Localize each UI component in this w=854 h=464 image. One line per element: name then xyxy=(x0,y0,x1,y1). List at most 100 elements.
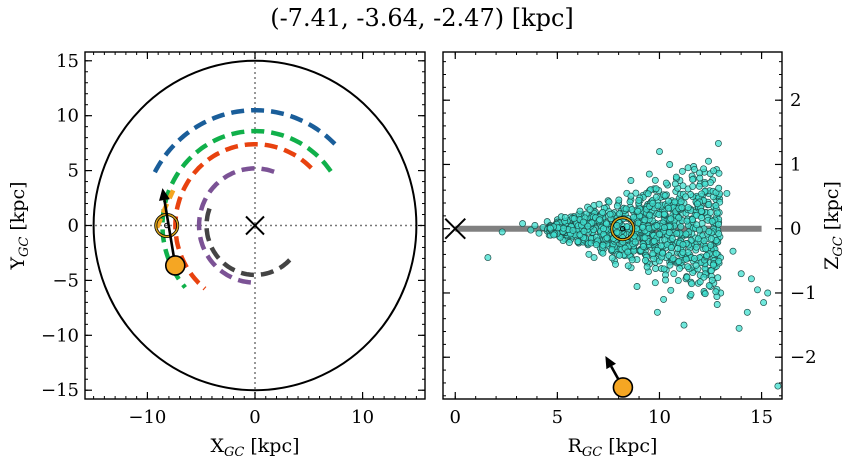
star-point xyxy=(531,222,539,229)
star-point xyxy=(682,193,690,201)
star-point xyxy=(599,241,607,249)
star-point xyxy=(670,270,678,278)
x-tick-label: 0 xyxy=(249,407,260,428)
star-point xyxy=(712,202,720,210)
star-point xyxy=(674,245,682,252)
star-point xyxy=(662,276,669,284)
x-axis-label-unit: [kpc] xyxy=(602,435,657,457)
y-tick-label: −5 xyxy=(52,270,79,291)
spiral-arm-4 xyxy=(196,166,275,285)
star-point xyxy=(683,273,691,281)
spiral-arm-2 xyxy=(160,128,333,289)
y-tick-label: 15 xyxy=(56,51,79,72)
star-point xyxy=(680,321,688,329)
plot-frame xyxy=(442,51,783,400)
star-point xyxy=(729,247,737,255)
star-point xyxy=(674,277,682,285)
star-point xyxy=(696,278,704,286)
y-tick-label: −1 xyxy=(790,283,817,304)
star-point xyxy=(673,230,681,237)
star-point xyxy=(706,209,714,216)
star-point xyxy=(646,211,654,219)
x-tick-label: 10 xyxy=(648,407,671,428)
star-point xyxy=(649,250,657,258)
star-point xyxy=(700,237,708,245)
star-point xyxy=(641,234,649,242)
spiral-arm-5 xyxy=(204,207,295,278)
star-point xyxy=(677,223,685,231)
star-point xyxy=(691,255,698,262)
star-point xyxy=(605,198,613,206)
star-point xyxy=(710,167,717,175)
star-point xyxy=(527,226,535,234)
star-point xyxy=(560,224,568,232)
y-axis-label: YGC [kpc] xyxy=(7,181,32,270)
star-point xyxy=(705,157,712,165)
star-point xyxy=(678,167,686,175)
sun-marker-ring xyxy=(610,216,635,241)
galactic-center-marker xyxy=(245,215,265,236)
x-axis-label-main: X xyxy=(210,435,224,457)
star-point xyxy=(714,139,722,147)
star-point xyxy=(708,217,716,225)
star-point xyxy=(701,290,709,298)
star-point xyxy=(616,251,623,259)
star-point xyxy=(693,221,701,229)
galactic-center-marker xyxy=(444,218,466,240)
star-point xyxy=(675,258,683,265)
star-point xyxy=(701,180,709,188)
star-point xyxy=(660,210,668,218)
star-point xyxy=(550,231,558,239)
star-point xyxy=(709,261,717,269)
star-point xyxy=(624,262,632,270)
star-point xyxy=(688,280,696,288)
x-axis-label-sub: GC xyxy=(224,445,244,460)
x-tick-label: 0 xyxy=(450,407,461,428)
star-point xyxy=(712,250,720,257)
y-tick-label: −15 xyxy=(41,380,79,401)
star-point xyxy=(634,207,642,215)
star-point xyxy=(747,275,755,283)
velocity-arrow-head xyxy=(605,355,617,370)
star-point xyxy=(672,173,680,181)
spiral-arm-3 xyxy=(173,142,313,291)
star-point xyxy=(585,250,593,258)
star-point xyxy=(698,214,706,222)
star-point xyxy=(615,210,623,218)
star-point xyxy=(644,190,652,198)
star-point xyxy=(705,282,713,290)
star-point xyxy=(713,209,721,217)
star-point xyxy=(682,255,690,263)
boundary-circle xyxy=(92,59,418,392)
star-point xyxy=(683,217,691,225)
star-point xyxy=(668,235,676,243)
star-point xyxy=(651,176,659,184)
star-point xyxy=(735,324,743,332)
star-point xyxy=(667,244,675,251)
x-axis-label: XGC [kpc] xyxy=(210,435,299,460)
x-tick-label: −10 xyxy=(128,407,166,428)
star-point xyxy=(630,213,638,221)
star-point xyxy=(694,235,702,243)
star-point xyxy=(612,260,619,268)
star-point xyxy=(652,265,660,272)
star-point xyxy=(546,224,554,232)
star-point xyxy=(689,182,697,190)
target-marker xyxy=(612,377,634,398)
star-point xyxy=(661,192,669,200)
star-point xyxy=(707,235,715,243)
star-point xyxy=(484,254,492,262)
y-axis-label-sub: GC xyxy=(831,236,846,256)
star-point xyxy=(633,283,641,290)
x-axis-label-unit: [kpc] xyxy=(244,435,299,457)
left-plot-area xyxy=(85,52,425,399)
star-point xyxy=(652,193,660,201)
star-point xyxy=(627,192,635,200)
star-point xyxy=(702,245,710,253)
y-axis-label-main: Z xyxy=(821,257,843,270)
y-axis-label-sub: GC xyxy=(17,237,32,257)
star-point xyxy=(678,204,686,212)
y-tick-label: 5 xyxy=(68,161,79,182)
star-point xyxy=(692,261,700,269)
